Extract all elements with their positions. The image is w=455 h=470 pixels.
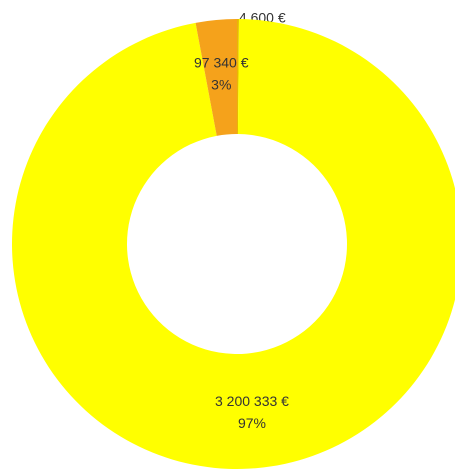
value-label: 3 200 333 €	[215, 393, 289, 409]
value-label: 97 340 €	[194, 54, 249, 70]
percent-label: 97%	[238, 415, 266, 431]
donut-slice	[12, 19, 455, 469]
donut-slice	[195, 19, 237, 136]
percent-label: 3%	[211, 76, 231, 92]
donut-slice	[237, 19, 239, 135]
